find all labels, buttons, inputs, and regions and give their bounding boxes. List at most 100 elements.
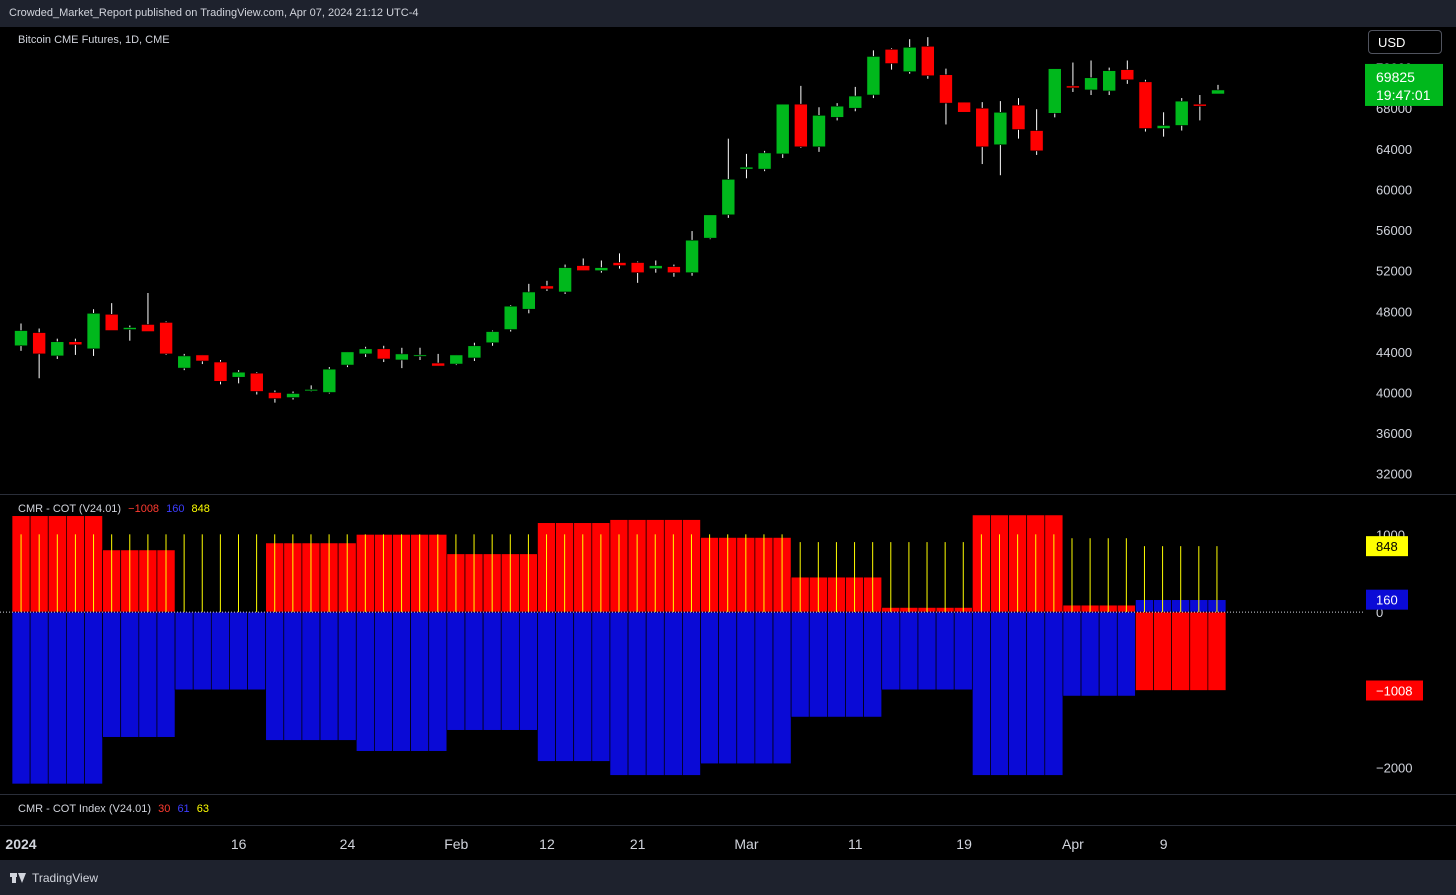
candle bbox=[1066, 85, 1080, 89]
candle bbox=[1120, 69, 1135, 81]
publisher-caption: Crowded_Market_Report published on Tradi… bbox=[9, 7, 419, 19]
price-tick-label: 48000 bbox=[1376, 304, 1412, 319]
candle bbox=[957, 101, 971, 113]
cot-yellow-value: 848 bbox=[1376, 539, 1398, 554]
cot-bar-negative bbox=[319, 611, 339, 741]
candle bbox=[1029, 130, 1044, 152]
cot-bar-negative bbox=[446, 611, 466, 731]
candle bbox=[249, 372, 264, 392]
cot-bar-negative bbox=[1153, 611, 1172, 691]
cot-index-value-yellow: 63 bbox=[196, 803, 209, 815]
candle bbox=[685, 239, 699, 273]
cot-bar-negative bbox=[827, 611, 846, 718]
cot-bar-negative bbox=[11, 611, 31, 785]
chart-canvas[interactable]: 32000 36000 40000 44000 48000 52000 56000 60000… bbox=[0, 27, 1456, 860]
cot-bar-negative bbox=[700, 611, 720, 765]
candle bbox=[1156, 125, 1171, 129]
currency-button[interactable]: USD bbox=[1368, 30, 1442, 54]
cot-bar-negative bbox=[1171, 611, 1191, 691]
cot-bar-negative bbox=[518, 611, 538, 731]
candle bbox=[304, 389, 318, 392]
cot-bar-negative bbox=[138, 611, 158, 738]
time-axis-label: Feb bbox=[444, 836, 468, 852]
cot-blue-tag bbox=[1366, 589, 1408, 610]
candle bbox=[449, 354, 464, 365]
candle bbox=[1047, 68, 1062, 114]
candle bbox=[1084, 77, 1098, 91]
cot-index-legend[interactable]: CMR - COT Index (V24.01) 30 61 63 bbox=[18, 803, 209, 815]
cot-indicator-name: CMR - COT (V24.01) bbox=[18, 503, 122, 515]
candle bbox=[14, 330, 28, 347]
candle bbox=[558, 267, 572, 293]
candle bbox=[794, 103, 808, 148]
candle bbox=[32, 332, 46, 355]
cot-bar-negative bbox=[374, 611, 393, 752]
cot-bar-negative bbox=[1189, 611, 1209, 691]
candle bbox=[739, 166, 754, 170]
candle bbox=[68, 341, 83, 346]
candle bbox=[213, 361, 228, 382]
candle bbox=[123, 327, 137, 330]
cot-bar-negative bbox=[953, 611, 973, 691]
cot-bar-negative bbox=[464, 611, 484, 731]
candle bbox=[86, 312, 101, 350]
cot-blue-value: 160 bbox=[1376, 593, 1398, 608]
cot-bar-negative bbox=[355, 611, 375, 752]
time-axis-label: 19 bbox=[956, 836, 972, 852]
cot-bar-negative bbox=[392, 611, 411, 752]
price-tick-label: 52000 bbox=[1376, 264, 1412, 279]
symbol-title: Bitcoin CME Futures, 1D, CME bbox=[18, 34, 170, 46]
time-axis-label: 9 bbox=[1160, 836, 1168, 852]
candle bbox=[286, 393, 300, 398]
candle bbox=[884, 49, 899, 64]
cot-bar-negative bbox=[1135, 611, 1154, 691]
cot-bar-negative bbox=[591, 611, 611, 762]
cot-index-value-blue: 61 bbox=[177, 803, 190, 815]
cot-bar-negative bbox=[645, 611, 665, 776]
cot-bar-negative bbox=[682, 611, 701, 776]
tradingview-brand: TradingView bbox=[32, 871, 99, 885]
cot-red-tag bbox=[1366, 680, 1423, 701]
cot-index-value-red: 30 bbox=[158, 803, 171, 815]
cot-bar-negative bbox=[410, 611, 430, 752]
price-tick-label: 44000 bbox=[1376, 345, 1412, 360]
cot-bar-negative bbox=[573, 611, 593, 762]
time-axis-label: 11 bbox=[848, 836, 863, 852]
cot-bar-negative bbox=[174, 611, 194, 691]
candle bbox=[921, 45, 935, 77]
candle bbox=[431, 362, 445, 367]
candle bbox=[993, 111, 1008, 146]
cot-indicator-value-red: −1008 bbox=[128, 503, 160, 515]
cot-bar-negative bbox=[156, 611, 176, 738]
cot-bar-negative bbox=[935, 611, 955, 691]
candle bbox=[939, 74, 953, 104]
cot-bar-negative bbox=[863, 611, 883, 718]
last-price-tag bbox=[1365, 63, 1443, 106]
cot-bar-negative bbox=[990, 611, 1009, 776]
cot-bar-negative bbox=[718, 611, 738, 765]
candle bbox=[721, 178, 736, 216]
candle bbox=[775, 103, 790, 155]
time-axis-label: 16 bbox=[231, 836, 247, 852]
tradingview-logo[interactable]: TradingView bbox=[10, 871, 98, 885]
cot-bar-negative bbox=[337, 611, 357, 741]
cot-bar-negative bbox=[29, 611, 49, 785]
candle bbox=[141, 324, 155, 332]
candle bbox=[866, 56, 881, 96]
cot-bar-negative bbox=[120, 611, 140, 738]
cot-red-value: −1008 bbox=[1376, 684, 1413, 699]
cot-indicator-legend[interactable]: CMR - COT (V24.01) −1008 160 848 bbox=[18, 503, 210, 515]
cot-bar-negative bbox=[265, 611, 285, 741]
candle bbox=[1193, 103, 1207, 107]
cot-bar-negative bbox=[1207, 611, 1227, 691]
cot-index-name: CMR - COT Index (V24.01) bbox=[18, 803, 152, 815]
candle bbox=[376, 348, 391, 360]
candle bbox=[667, 266, 681, 273]
candle bbox=[159, 322, 173, 355]
candle bbox=[177, 355, 192, 369]
candle bbox=[1138, 81, 1153, 129]
cot-indicator-value-blue: 160 bbox=[166, 503, 185, 515]
cot-bar-negative bbox=[736, 611, 756, 765]
candle bbox=[322, 368, 337, 393]
candle bbox=[648, 265, 663, 269]
